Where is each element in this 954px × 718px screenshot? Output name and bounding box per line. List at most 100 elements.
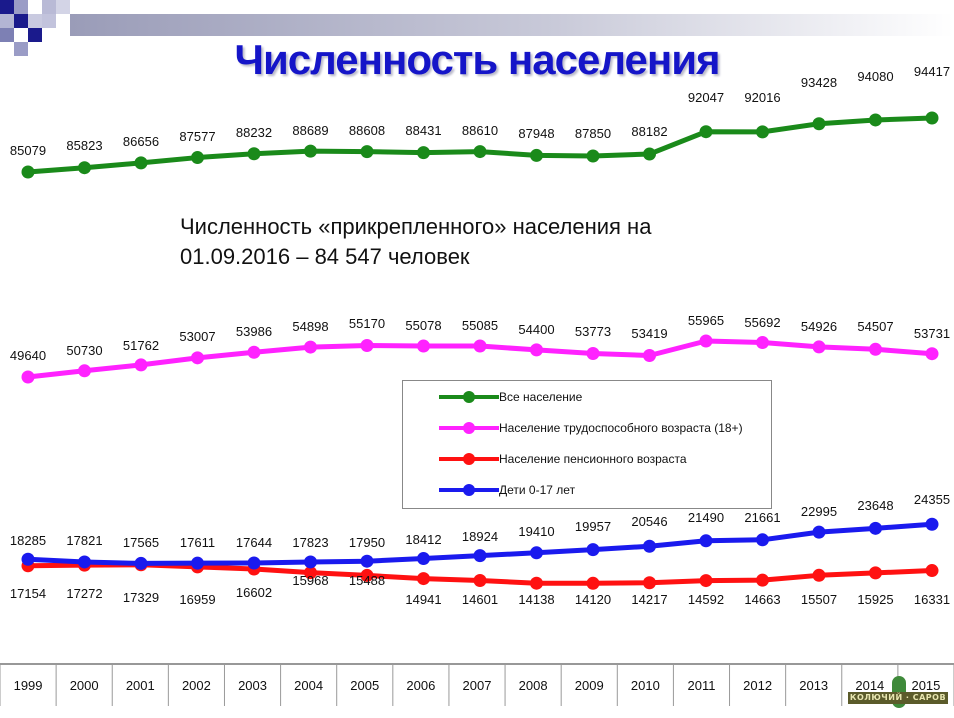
data-point-s0-13: [756, 125, 769, 139]
data-label-s0-14: 93428: [801, 75, 837, 90]
data-label-s3-11: 20546: [631, 514, 667, 529]
data-label-s1-15: 54507: [857, 319, 893, 334]
data-label-s0-11: 88182: [631, 124, 667, 139]
data-label-s0-4: 88232: [236, 125, 272, 140]
data-label-s1-11: 53419: [631, 326, 667, 341]
data-point-s0-10: [586, 149, 600, 163]
data-point-s3-5: [304, 555, 317, 569]
data-point-s2-11: [643, 576, 656, 590]
legend-swatch-1: [439, 422, 499, 434]
data-point-s2-13: [756, 573, 769, 587]
x-tick-label-14: 2013: [799, 678, 828, 693]
data-point-s0-9: [530, 148, 543, 162]
legend-item-2: Население пенсионного возраста: [439, 451, 687, 467]
legend-item-0: Все население: [439, 389, 582, 405]
data-point-s2-8: [473, 574, 487, 588]
data-label-s2-15: 15925: [857, 592, 893, 607]
data-point-s3-4: [247, 556, 261, 570]
data-point-s1-4: [247, 345, 261, 359]
subtitle-line-2: 01.09.2016 – 84 547 человек: [180, 244, 470, 269]
logo: КОЛЮЧИЙ · САРОВ: [848, 676, 948, 714]
data-point-s0-7: [417, 146, 430, 160]
data-point-s2-12: [699, 574, 713, 588]
data-point-s1-16: [925, 347, 939, 361]
data-label-s0-6: 88608: [349, 123, 385, 138]
data-label-s2-13: 14663: [744, 592, 780, 607]
data-label-s3-9: 19410: [518, 524, 554, 539]
data-point-s2-9: [530, 576, 543, 590]
legend-item-1: Население трудоспособного возраста (18+): [439, 420, 743, 436]
data-label-s3-8: 18924: [462, 529, 498, 544]
data-point-s0-1: [78, 161, 91, 175]
x-tick-label-9: 2008: [519, 678, 548, 693]
data-label-s2-11: 14217: [631, 592, 667, 607]
data-point-s1-11: [643, 348, 656, 362]
data-label-s0-13: 92016: [744, 90, 780, 105]
data-point-s2-15: [869, 566, 882, 580]
data-point-s0-16: [925, 111, 939, 125]
data-point-s1-2: [134, 358, 148, 372]
data-label-s1-12: 55965: [688, 313, 724, 328]
data-point-s1-1: [78, 364, 91, 378]
legend-label-2: Население пенсионного возраста: [499, 452, 687, 466]
data-label-s0-12: 92047: [688, 90, 724, 105]
data-point-s3-2: [134, 556, 148, 570]
legend-swatch-2: [439, 453, 499, 465]
data-point-s0-0: [21, 165, 35, 179]
x-tick-label-15: 2014: [855, 678, 884, 693]
x-tick-label-2: 2001: [126, 678, 155, 693]
x-tick-label-16: 2015: [911, 678, 940, 693]
data-label-s1-3: 53007: [179, 329, 215, 344]
page-title: Численность населения: [234, 36, 720, 83]
data-point-s3-6: [360, 554, 374, 568]
data-point-s3-9: [530, 546, 543, 560]
data-point-s3-14: [812, 525, 826, 539]
chart-legend: Все население Население трудоспособного в…: [402, 380, 772, 509]
legend-label-3: Дети 0-17 лет: [499, 483, 576, 497]
x-tick-label-11: 2010: [631, 678, 660, 693]
subtitle: Численность «прикрепленного» населения н…: [180, 212, 740, 272]
data-label-s3-1: 17821: [66, 533, 102, 548]
data-point-s0-4: [247, 147, 261, 161]
data-label-s3-4: 17644: [236, 535, 272, 550]
x-tick-label-12: 2011: [687, 678, 715, 693]
x-tick-label-1: 2000: [70, 678, 99, 693]
data-label-s2-16: 16331: [914, 592, 950, 607]
data-label-s1-13: 55692: [744, 315, 780, 330]
data-label-s3-12: 21490: [688, 510, 724, 525]
data-label-s1-2: 51762: [123, 338, 159, 353]
data-point-s1-15: [869, 342, 882, 356]
data-label-s2-6: 15488: [349, 573, 385, 588]
data-point-s1-14: [812, 340, 826, 354]
data-point-s3-13: [756, 533, 769, 547]
data-point-s3-16: [925, 517, 939, 531]
data-point-s1-6: [360, 339, 374, 353]
data-point-s0-8: [473, 145, 487, 159]
x-tick-label-8: 2007: [463, 678, 492, 693]
legend-swatch-3: [439, 484, 499, 496]
data-label-s3-2: 17565: [123, 535, 159, 550]
x-tick-label-10: 2009: [575, 678, 604, 693]
data-label-s1-4: 53986: [236, 324, 272, 339]
data-label-s2-7: 14941: [405, 592, 441, 607]
x-tick-label-6: 2005: [350, 678, 379, 693]
data-point-s2-14: [812, 568, 826, 582]
data-label-s3-5: 17823: [292, 535, 328, 550]
legend-label-1: Население трудоспособного возраста (18+): [499, 421, 743, 435]
data-point-s3-0: [21, 552, 35, 566]
data-label-s1-8: 55085: [462, 318, 498, 333]
data-label-s3-15: 23648: [857, 498, 893, 513]
data-label-s3-7: 18412: [405, 532, 441, 547]
data-point-s1-5: [304, 340, 317, 354]
data-label-s1-9: 54400: [518, 322, 554, 337]
data-point-s3-3: [191, 556, 204, 570]
data-point-s0-11: [643, 147, 656, 161]
data-label-s2-1: 17272: [66, 586, 102, 601]
data-label-s0-8: 88610: [462, 123, 498, 138]
data-label-s2-2: 17329: [123, 590, 159, 605]
data-label-s2-8: 14601: [462, 592, 498, 607]
data-label-s2-14: 15507: [801, 592, 837, 607]
data-point-s3-11: [643, 539, 656, 553]
legend-item-3: Дети 0-17 лет: [439, 482, 575, 498]
